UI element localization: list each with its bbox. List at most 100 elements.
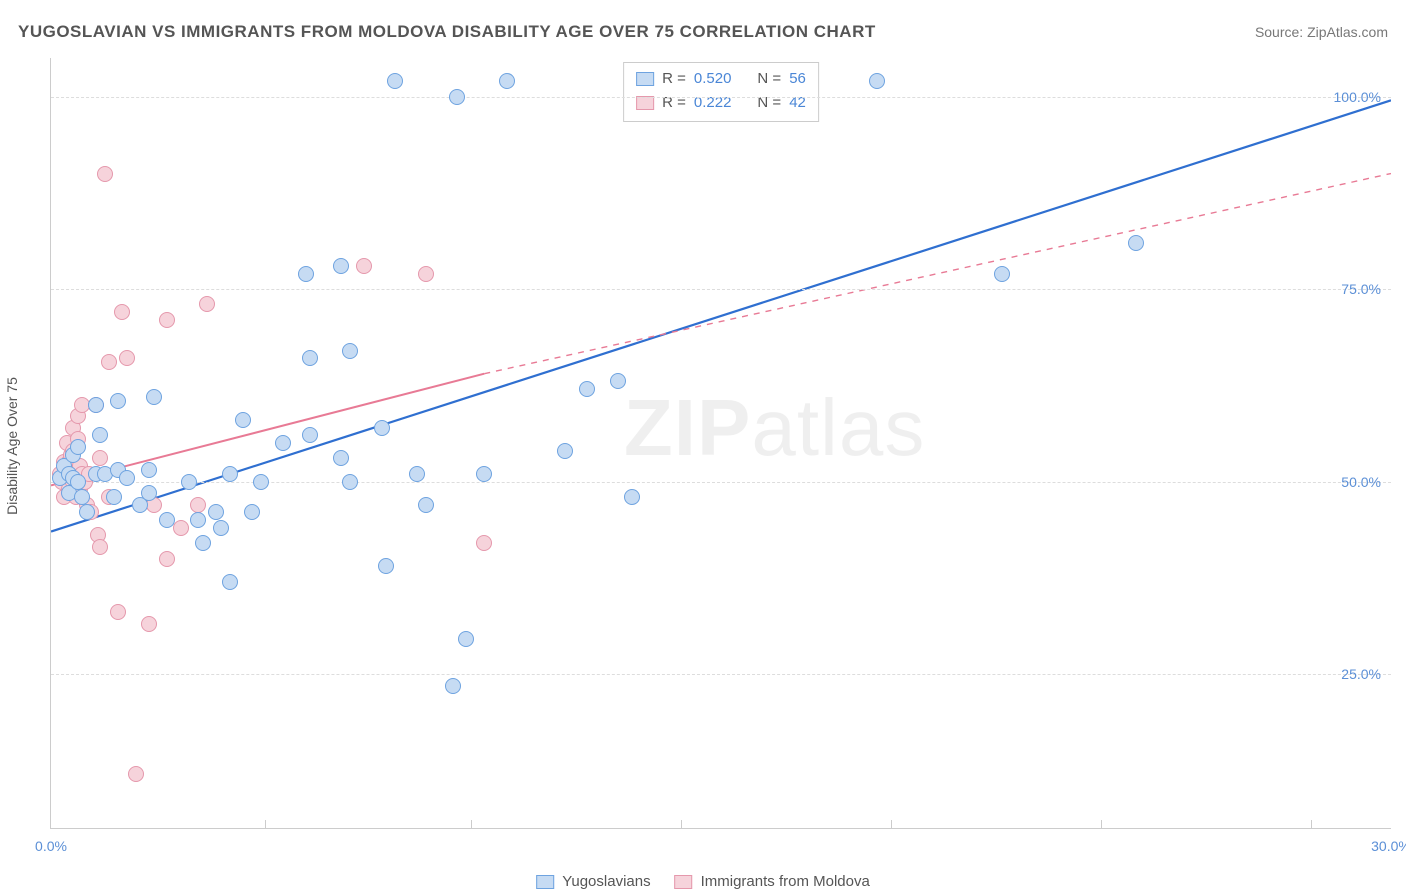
source-label: Source: ZipAtlas.com xyxy=(1255,24,1388,40)
scatter-point-moldova xyxy=(199,296,215,312)
scatter-point-yugo xyxy=(342,474,358,490)
scatter-point-yugo xyxy=(994,266,1010,282)
scatter-point-moldova xyxy=(101,354,117,370)
scatter-point-moldova xyxy=(190,497,206,513)
scatter-point-moldova xyxy=(173,520,189,536)
scatter-point-yugo xyxy=(190,512,206,528)
stats-legend: R = 0.520 N = 56 R = 0.222 N = 42 xyxy=(623,62,819,122)
scatter-point-yugo xyxy=(141,485,157,501)
scatter-point-yugo xyxy=(499,73,515,89)
scatter-point-yugo xyxy=(110,393,126,409)
scatter-point-yugo xyxy=(70,474,86,490)
scatter-point-yugo xyxy=(445,678,461,694)
scatter-point-yugo xyxy=(1128,235,1144,251)
scatter-point-yugo xyxy=(342,343,358,359)
scatter-point-moldova xyxy=(114,304,130,320)
scatter-point-yugo xyxy=(79,504,95,520)
scatter-point-yugo xyxy=(387,73,403,89)
stats-row-yugo: R = 0.520 N = 56 xyxy=(636,67,806,91)
xtick-minor xyxy=(1101,820,1102,828)
scatter-point-yugo xyxy=(222,466,238,482)
swatch-moldova xyxy=(675,875,693,889)
scatter-point-moldova xyxy=(128,766,144,782)
trend-lines-svg xyxy=(51,58,1391,828)
stat-n-yugo: 56 xyxy=(789,67,806,91)
xtick-minor xyxy=(681,820,682,828)
scatter-point-moldova xyxy=(356,258,372,274)
watermark-bold: ZIP xyxy=(624,383,751,472)
scatter-point-yugo xyxy=(458,631,474,647)
scatter-point-yugo xyxy=(208,504,224,520)
stat-label-r: R = xyxy=(662,91,686,115)
scatter-point-yugo xyxy=(146,389,162,405)
scatter-point-yugo xyxy=(106,489,122,505)
chart-title: YUGOSLAVIAN VS IMMIGRANTS FROM MOLDOVA D… xyxy=(18,22,876,42)
scatter-point-yugo xyxy=(159,512,175,528)
scatter-point-moldova xyxy=(97,166,113,182)
ytick-label: 75.0% xyxy=(1341,281,1381,297)
scatter-point-yugo xyxy=(195,535,211,551)
ytick-label: 100.0% xyxy=(1334,89,1381,105)
legend-label-moldova: Immigrants from Moldova xyxy=(701,873,870,890)
xtick-minor xyxy=(1311,820,1312,828)
scatter-point-yugo xyxy=(333,258,349,274)
scatter-point-yugo xyxy=(418,497,434,513)
scatter-point-yugo xyxy=(374,420,390,436)
watermark-light: atlas xyxy=(751,383,925,472)
swatch-yugo xyxy=(536,875,554,889)
stat-n-moldova: 42 xyxy=(789,91,806,115)
y-axis-label: Disability Age Over 75 xyxy=(4,377,20,515)
legend-item-moldova: Immigrants from Moldova xyxy=(675,873,870,890)
scatter-point-yugo xyxy=(275,435,291,451)
legend-item-yugo: Yugoslavians xyxy=(536,873,650,890)
scatter-point-yugo xyxy=(624,489,640,505)
scatter-point-yugo xyxy=(235,412,251,428)
scatter-point-yugo xyxy=(476,466,492,482)
stat-r-yugo: 0.520 xyxy=(694,67,732,91)
xtick-minor xyxy=(471,820,472,828)
stat-label-r: R = xyxy=(662,67,686,91)
swatch-yugo xyxy=(636,72,654,86)
scatter-point-yugo xyxy=(141,462,157,478)
gridline xyxy=(51,289,1391,290)
scatter-point-yugo xyxy=(409,466,425,482)
scatter-point-yugo xyxy=(70,439,86,455)
scatter-point-moldova xyxy=(119,350,135,366)
scatter-point-moldova xyxy=(159,312,175,328)
gridline xyxy=(51,97,1391,98)
scatter-point-yugo xyxy=(869,73,885,89)
xtick-minor xyxy=(265,820,266,828)
scatter-point-yugo xyxy=(302,350,318,366)
scatter-point-yugo xyxy=(333,450,349,466)
legend-label-yugo: Yugoslavians xyxy=(562,873,650,890)
stat-r-moldova: 0.222 xyxy=(694,91,732,115)
scatter-point-moldova xyxy=(141,616,157,632)
scatter-point-yugo xyxy=(213,520,229,536)
scatter-point-yugo xyxy=(92,427,108,443)
scatter-point-yugo xyxy=(610,373,626,389)
stats-row-moldova: R = 0.222 N = 42 xyxy=(636,91,806,115)
scatter-point-yugo xyxy=(302,427,318,443)
xtick-minor xyxy=(891,820,892,828)
watermark: ZIPatlas xyxy=(624,382,925,474)
ytick-label: 50.0% xyxy=(1341,474,1381,490)
scatter-point-moldova xyxy=(92,539,108,555)
scatter-point-yugo xyxy=(181,474,197,490)
scatter-point-yugo xyxy=(449,89,465,105)
stat-label-n: N = xyxy=(757,67,781,91)
scatter-point-yugo xyxy=(88,397,104,413)
xtick-label: 0.0% xyxy=(35,838,67,854)
scatter-point-yugo xyxy=(253,474,269,490)
scatter-point-yugo xyxy=(74,489,90,505)
scatter-point-moldova xyxy=(159,551,175,567)
scatter-point-yugo xyxy=(378,558,394,574)
scatter-point-yugo xyxy=(557,443,573,459)
plot-area: R = 0.520 N = 56 R = 0.222 N = 42 ZIPatl… xyxy=(50,58,1391,829)
swatch-moldova xyxy=(636,96,654,110)
scatter-point-yugo xyxy=(579,381,595,397)
scatter-point-yugo xyxy=(119,470,135,486)
stat-label-n: N = xyxy=(757,91,781,115)
series-legend: Yugoslavians Immigrants from Moldova xyxy=(536,873,870,890)
gridline xyxy=(51,674,1391,675)
scatter-point-moldova xyxy=(110,604,126,620)
